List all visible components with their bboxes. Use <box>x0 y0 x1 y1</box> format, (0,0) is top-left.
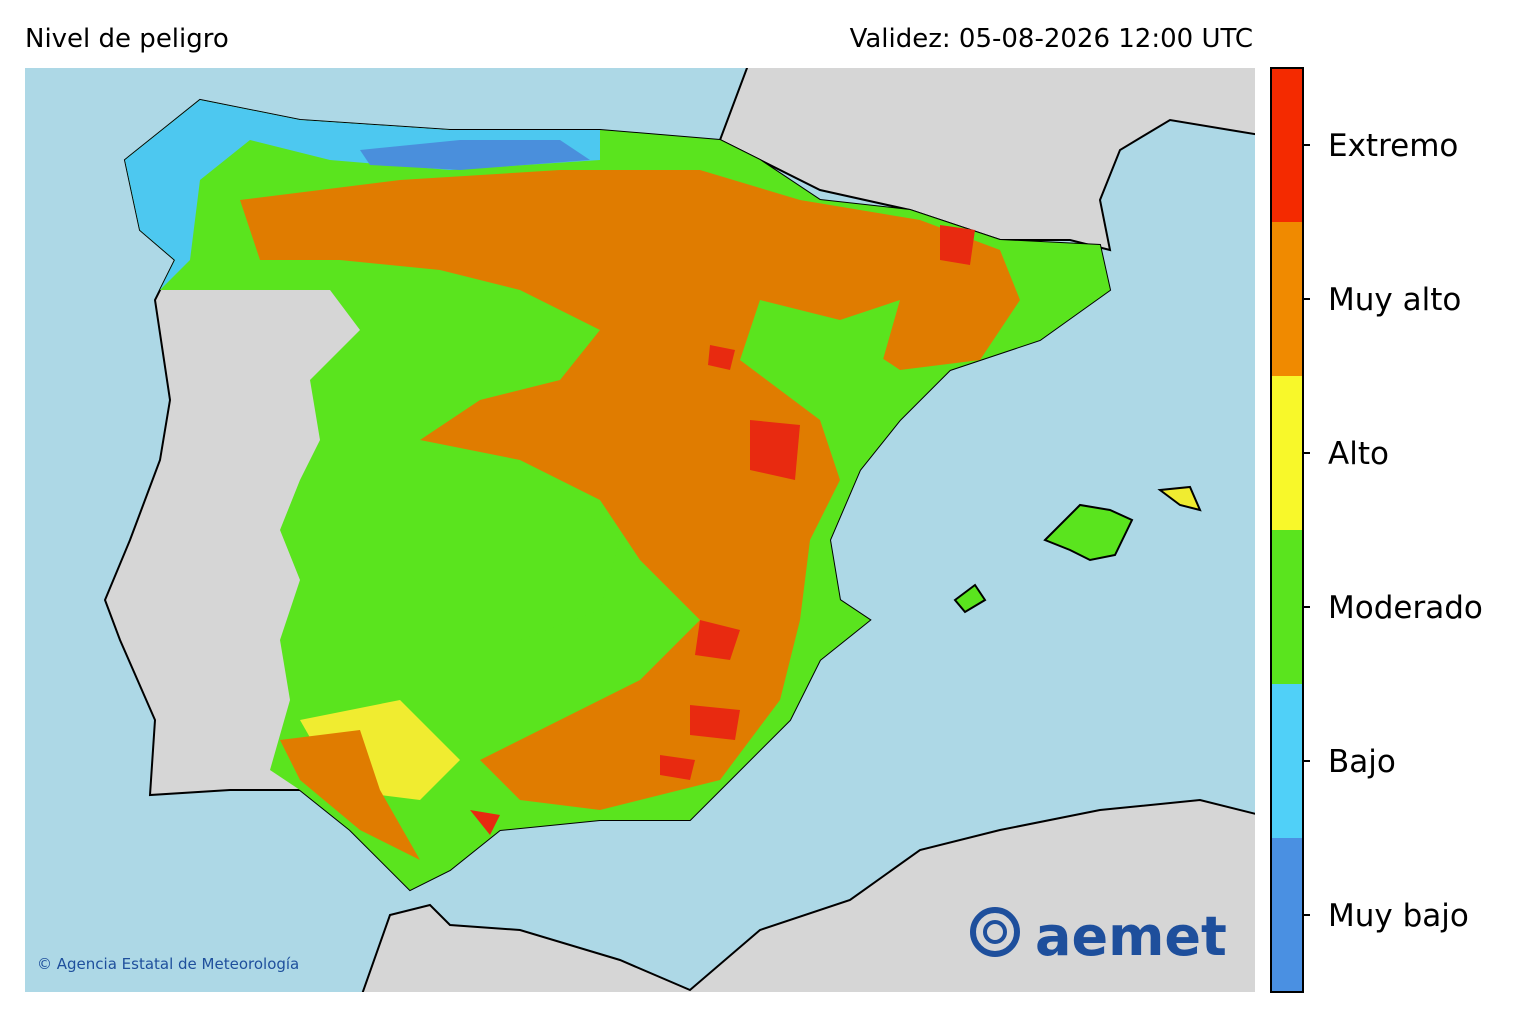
validity: Validez: 05-08-2026 12:00 UTC <box>850 24 1253 54</box>
colorbar-segment <box>1271 376 1303 530</box>
copyright: © Agencia Estatal de Meteorología <box>37 955 299 973</box>
colorbar-segment <box>1271 530 1303 684</box>
colorbar-label: Extremo <box>1328 128 1458 164</box>
france <box>718 68 1255 252</box>
colorbar-segment <box>1271 684 1303 838</box>
spain-hazard <box>125 100 1110 890</box>
colorbar-segment <box>1271 68 1303 222</box>
colorbar-label: Muy bajo <box>1328 898 1469 934</box>
menorca <box>1157 485 1202 512</box>
colorbar-label: Muy alto <box>1328 282 1461 318</box>
map: © Agencia Estatal de Meteorología aemet <box>25 68 1255 992</box>
colorbar-label: Bajo <box>1328 744 1396 780</box>
colorbar-frame <box>1270 67 1304 993</box>
colorbar-segment <box>1271 222 1303 376</box>
colorbar-label: Moderado <box>1328 590 1483 626</box>
colorbar-label: Alto <box>1328 436 1389 472</box>
logo-text: aemet <box>1035 905 1227 968</box>
ibiza <box>953 583 987 614</box>
colorbar-segment <box>1271 838 1303 992</box>
map-title: Nivel de peligro <box>25 24 229 54</box>
mallorca <box>1043 503 1134 562</box>
logo: aemet <box>970 905 1227 968</box>
colorbar: Muy bajo Bajo Moderado Alto Muy alto Extremo <box>1270 67 1483 993</box>
africa <box>361 798 1255 992</box>
